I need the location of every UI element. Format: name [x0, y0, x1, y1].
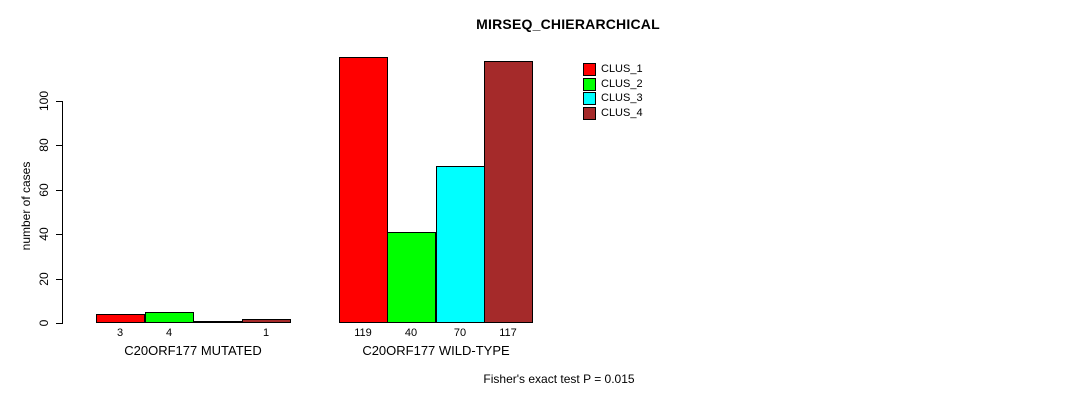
legend-label-clus_3: CLUS_3 [601, 92, 643, 104]
bar-value-label-clus_3-group2: 70 [453, 327, 467, 339]
y-tick-40 [56, 234, 62, 236]
legend-label-clus_4: CLUS_4 [601, 106, 643, 119]
bar-clus_3-group2 [436, 166, 485, 323]
y-tick-label-20: 20 [37, 271, 51, 286]
bar-clus_4-group2 [484, 61, 533, 323]
bar-value-label-clus_1-group2: 119 [354, 327, 372, 339]
legend-swatch-clus_3 [583, 92, 596, 105]
y-tick-label-80: 80 [37, 138, 51, 153]
bar-clus_3-group1 [193, 321, 242, 323]
y-tick-label-0: 0 [37, 319, 51, 327]
bar-clus_4-group1 [242, 319, 291, 323]
bar-clus_1-group1 [96, 314, 145, 323]
bar-clus_2-group1 [145, 312, 194, 323]
bar-value-label-clus_4-group1: 1 [262, 327, 270, 339]
group-label-2: C20ORF177 WILD-TYPE [362, 343, 510, 358]
bar-value-label-clus_2-group2: 40 [404, 327, 418, 339]
y-tick-label-100: 100 [37, 90, 51, 112]
y-tick-20 [56, 278, 62, 280]
legend-swatch-clus_2 [583, 77, 596, 91]
legend-swatch-clus_1 [583, 63, 596, 76]
y-axis-label: number of cases [19, 161, 33, 251]
bar-clus_1-group2 [339, 57, 388, 323]
chart-title: MIRSEQ_CHIERARCHICAL [476, 16, 660, 32]
bar-clus_2-group2 [387, 232, 436, 323]
y-axis-line [62, 101, 63, 324]
y-tick-100 [56, 101, 62, 102]
legend-label-clus_2: CLUS_2 [601, 77, 643, 90]
y-tick-60 [56, 189, 62, 191]
bar-value-label-clus_1-group1: 3 [116, 327, 124, 339]
y-tick-label-60: 60 [37, 183, 51, 197]
bar-value-label-clus_2-group1: 4 [165, 327, 173, 339]
y-tick-80 [56, 145, 62, 147]
y-tick-label-40: 40 [37, 227, 51, 241]
fisher-test-note: Fisher's exact test P = 0.015 [483, 372, 635, 386]
group-label-1: C20ORF177 MUTATED [124, 343, 262, 358]
legend-swatch-clus_4 [583, 106, 596, 120]
y-tick-0 [56, 323, 62, 324]
bar-value-label-clus_4-group2: 117 [499, 327, 517, 339]
legend-label-clus_1: CLUS_1 [601, 63, 643, 75]
